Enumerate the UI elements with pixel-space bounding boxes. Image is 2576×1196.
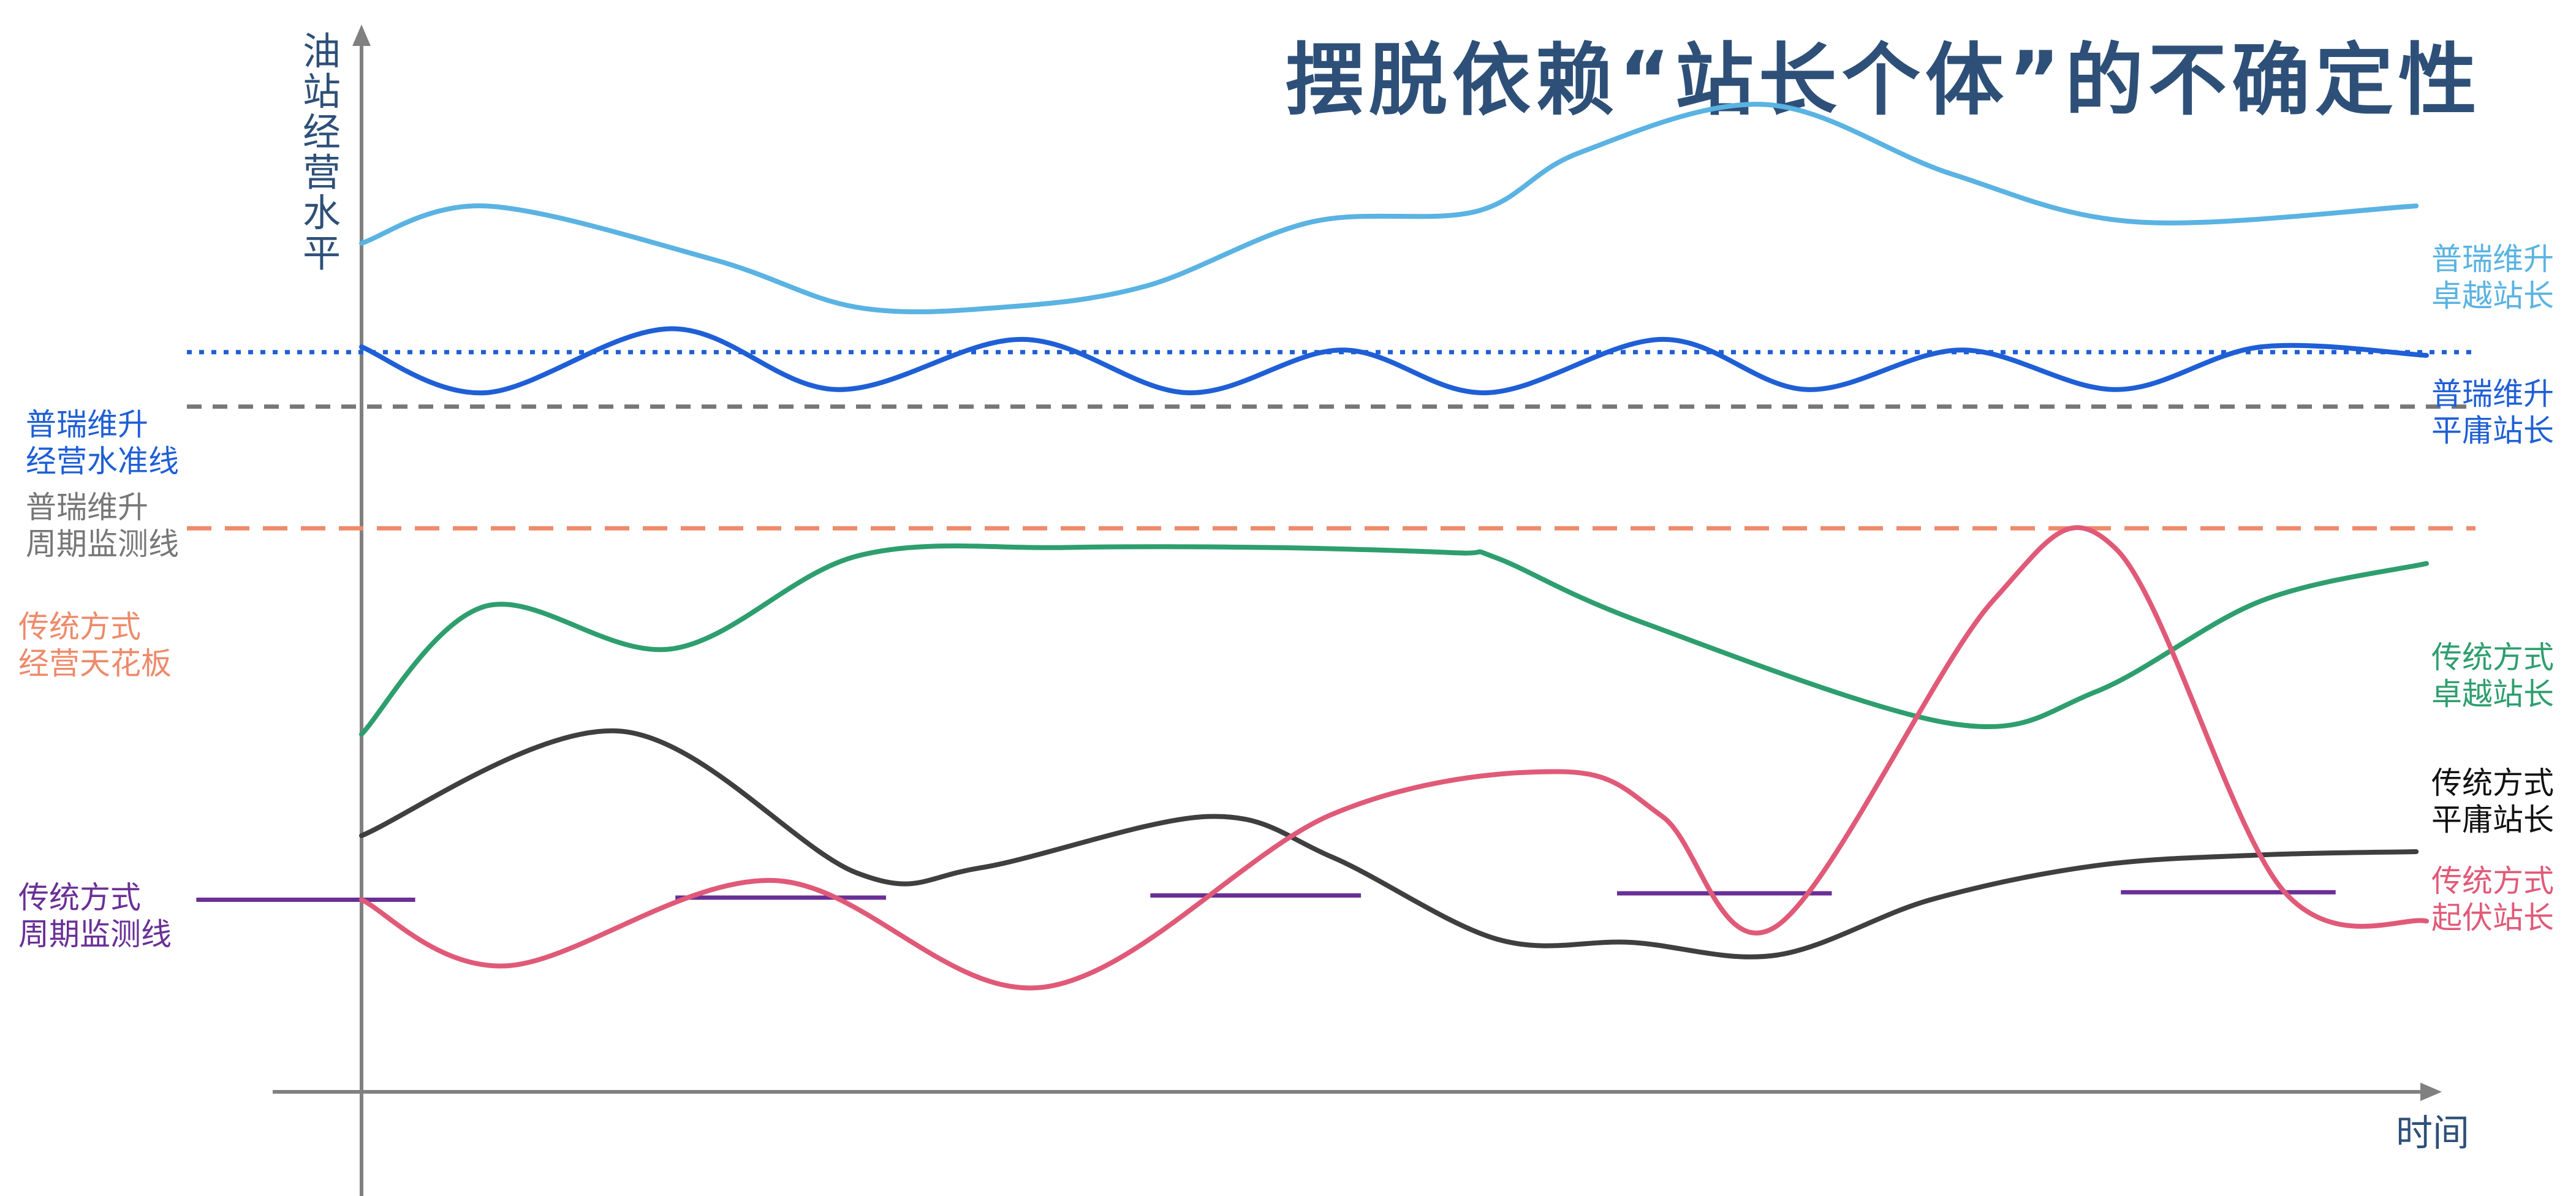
- y-axis-label-char: 油: [303, 29, 341, 74]
- ref-label-普瑞维升周期监测线: 普瑞维升周期监测线: [26, 490, 179, 562]
- series-label-传统方式平庸站长: 传统方式平庸站长: [2431, 765, 2554, 838]
- x-axis-arrow: [2420, 1083, 2442, 1101]
- y-axis: [352, 25, 371, 1196]
- y-axis-label-char: 营: [303, 150, 341, 195]
- monitor-segments: [196, 890, 2336, 902]
- y-axis-label-char: 站: [303, 69, 341, 114]
- x-axis-label: 时间: [2396, 1112, 2469, 1155]
- ref-label-传统方式经营天花板: 传统方式经营天花板: [18, 609, 172, 681]
- y-axis-label-char: 经: [303, 110, 341, 154]
- monitor-label: 传统方式周期监测线: [18, 880, 172, 952]
- series-label-传统方式卓越站长: 传统方式卓越站长: [2431, 640, 2554, 712]
- chart-title: 摆脱依赖“站长个体”的不确定性: [1286, 35, 2482, 126]
- series-label-普瑞维升卓越站长: 普瑞维升卓越站长: [2431, 241, 2554, 314]
- series-line-普瑞维升卓越站长: [359, 102, 2419, 314]
- y-axis-label: 油站经营水平: [303, 29, 341, 276]
- series-line-传统方式起伏站长: [359, 525, 2429, 991]
- series-label-普瑞维升平庸站长: 普瑞维升平庸站长: [2431, 376, 2554, 449]
- y-axis-arrow: [352, 25, 371, 46]
- series-line-传统方式卓越站长: [359, 543, 2429, 737]
- x-axis: [273, 1083, 2442, 1101]
- series-line-传统方式平庸站长: [359, 728, 2419, 959]
- series-group: [359, 102, 2429, 991]
- y-axis-label-char: 水: [303, 191, 341, 235]
- y-axis-label-char: 平: [303, 231, 341, 276]
- series-label-传统方式起伏站长: 传统方式起伏站长: [2431, 863, 2554, 936]
- series-line-普瑞维升平庸站长: [359, 326, 2429, 396]
- ref-label-普瑞维升经营水准线: 普瑞维升经营水准线: [26, 407, 179, 479]
